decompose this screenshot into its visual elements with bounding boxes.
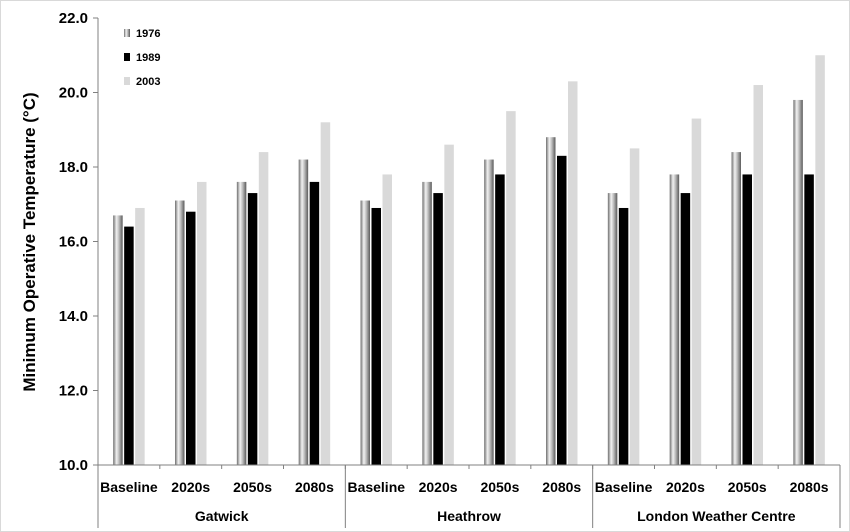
x-category-label: 2020s xyxy=(171,479,210,495)
bar-1989 xyxy=(804,174,814,465)
bar-1976 xyxy=(546,137,556,465)
x-category-label: Baseline xyxy=(347,479,405,495)
y-tick-label: 14.0 xyxy=(59,308,88,325)
bar-2003 xyxy=(753,85,763,466)
bar-1989 xyxy=(680,193,691,465)
y-tick-label: 18.0 xyxy=(59,159,88,176)
bar-2003 xyxy=(444,144,454,465)
y-tick-label: 16.0 xyxy=(59,234,88,251)
legend-label: 1989 xyxy=(136,52,160,64)
legend-swatch-2003 xyxy=(124,77,130,85)
y-tick-label: 10.0 xyxy=(59,457,88,474)
bar-1989 xyxy=(247,193,258,465)
legend-swatch-1989 xyxy=(124,53,130,61)
bar-1976 xyxy=(607,193,618,465)
bar-2003 xyxy=(815,55,825,465)
x-axis: Baseline 2020s 2050s 2080s Baseline 2020s 2050… xyxy=(97,464,841,528)
bar-2003 xyxy=(197,181,207,465)
x-category-label: 2050s xyxy=(480,479,519,495)
bar-1989 xyxy=(309,181,320,465)
legend-label: 1976 xyxy=(136,28,160,40)
x-category-label: 2080s xyxy=(295,479,334,495)
bar-2003 xyxy=(506,111,516,465)
x-category-label: 2020s xyxy=(666,479,705,495)
y-axis-label: Minimum Operative Temperature (°C) xyxy=(20,92,39,391)
bar-2003 xyxy=(320,122,331,466)
bar-1989 xyxy=(371,207,381,465)
bar-1976 xyxy=(175,200,185,465)
legend: 1976 1989 2003 xyxy=(124,28,160,88)
bar-1989 xyxy=(557,155,567,465)
bar-1989 xyxy=(433,193,443,465)
bar-1989 xyxy=(618,207,629,465)
x-category-label: 2050s xyxy=(728,479,767,495)
x-category-label: 2020s xyxy=(419,479,458,495)
bar-1976 xyxy=(731,152,741,465)
bar-1976 xyxy=(422,181,432,465)
x-group-label: London Weather Centre xyxy=(637,508,796,524)
bar-2003 xyxy=(135,207,145,465)
bar-1976 xyxy=(236,181,247,465)
x-category-label: 2080s xyxy=(790,479,829,495)
x-category-label: Baseline xyxy=(100,479,158,495)
bar-1976 xyxy=(484,159,494,466)
x-group-label: Heathrow xyxy=(437,508,501,524)
bars xyxy=(113,55,825,466)
bar-1989 xyxy=(495,174,505,465)
bar-1976 xyxy=(360,200,370,465)
bar-1989 xyxy=(186,211,196,465)
bar-2003 xyxy=(382,174,392,465)
bar-1976 xyxy=(793,99,803,465)
x-category-label: Baseline xyxy=(595,479,653,495)
bar-2003 xyxy=(691,118,702,465)
legend-swatch-1976 xyxy=(124,29,130,37)
y-axis-ticks: 10.0 12.0 14.0 16.0 18.0 20.0 22.0 xyxy=(59,10,99,474)
bar-2003 xyxy=(629,148,640,465)
bar-2003 xyxy=(258,152,269,465)
y-tick-label: 22.0 xyxy=(59,10,88,27)
y-tick-label: 12.0 xyxy=(59,383,88,400)
x-category-label: 2050s xyxy=(233,479,272,495)
x-category-label: 2080s xyxy=(542,479,581,495)
legend-label: 2003 xyxy=(136,76,160,88)
bar-1989 xyxy=(742,174,752,465)
bar-2003 xyxy=(568,81,578,465)
x-group-label: Gatwick xyxy=(195,508,249,524)
bar-1976 xyxy=(113,215,123,465)
bar-1989 xyxy=(124,226,134,465)
bar-1976 xyxy=(298,159,309,466)
bar-1976 xyxy=(669,174,680,465)
y-tick-label: 20.0 xyxy=(59,85,88,102)
